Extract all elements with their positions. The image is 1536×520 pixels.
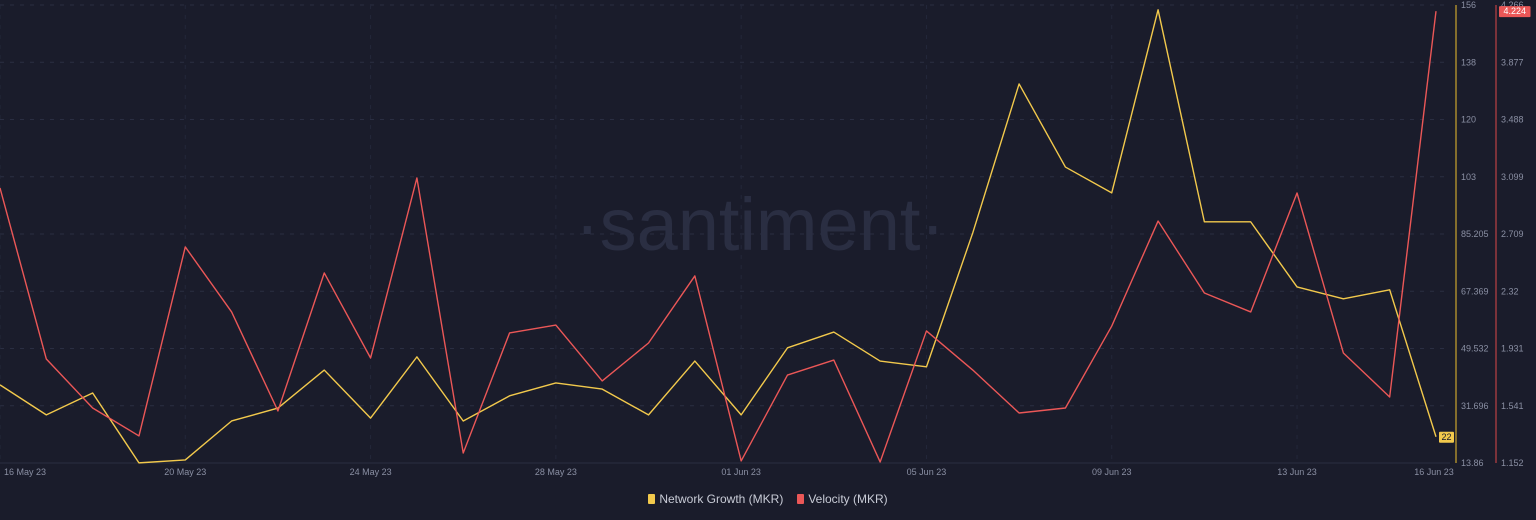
y-tick-label: 2.32 [1501, 286, 1519, 296]
y-tick-label: 13.86 [1461, 458, 1484, 468]
x-tick-label: 13 Jun 23 [1277, 467, 1317, 477]
last-value-badge [1499, 6, 1531, 18]
x-tick-label: 16 Jun 23 [1414, 467, 1454, 477]
y-tick-label: 1.152 [1501, 458, 1524, 468]
y-tick-label: 3.488 [1501, 115, 1524, 125]
x-tick-label: 01 Jun 23 [721, 467, 761, 477]
series-line-network-growth [0, 9, 1437, 464]
y-tick-label: 3.877 [1501, 57, 1524, 67]
legend-item-velocity[interactable]: Velocity (MKR) [797, 492, 888, 506]
x-tick-label: 09 Jun 23 [1092, 467, 1132, 477]
y-tick-label: 4.266 [1501, 0, 1524, 10]
last-value-label: 4.224 [1503, 6, 1526, 16]
x-tick-label: 20 May 23 [164, 467, 206, 477]
x-tick-label: 16 May 23 [4, 467, 46, 477]
x-tick-label: 05 Jun 23 [907, 467, 947, 477]
y-tick-label: 138 [1461, 57, 1476, 67]
y-tick-label: 120 [1461, 115, 1476, 125]
legend-label: Velocity (MKR) [808, 492, 888, 506]
legend-swatch [797, 494, 805, 504]
y-tick-label: 103 [1461, 172, 1476, 182]
legend: Network Growth (MKR) Velocity (MKR) [0, 492, 1536, 506]
x-tick-label: 28 May 23 [535, 467, 577, 477]
legend-item-network-growth[interactable]: Network Growth (MKR) [648, 492, 783, 506]
watermark: ·santiment· [575, 183, 945, 266]
y-tick-label: 85.205 [1461, 229, 1489, 239]
last-value-badge [1439, 431, 1454, 443]
y-tick-label: 3.099 [1501, 172, 1524, 182]
y-tick-label: 67.369 [1461, 286, 1489, 296]
x-tick-label: 24 May 23 [350, 467, 392, 477]
last-value-label: 22 [1441, 432, 1451, 442]
legend-swatch [648, 494, 656, 504]
y-tick-label: 49.532 [1461, 344, 1489, 354]
series-line-velocity [0, 11, 1437, 463]
y-tick-label: 31.696 [1461, 401, 1489, 411]
y-tick-label: 156 [1461, 0, 1476, 10]
y-tick-label: 1.931 [1501, 344, 1524, 354]
y-tick-label: 1.541 [1501, 401, 1524, 411]
y-tick-label: 2.709 [1501, 229, 1524, 239]
chart: ·santiment· 16 May 23 20 May 23 24 May 23 2… [0, 0, 1531, 477]
legend-label: Network Growth (MKR) [659, 492, 784, 506]
